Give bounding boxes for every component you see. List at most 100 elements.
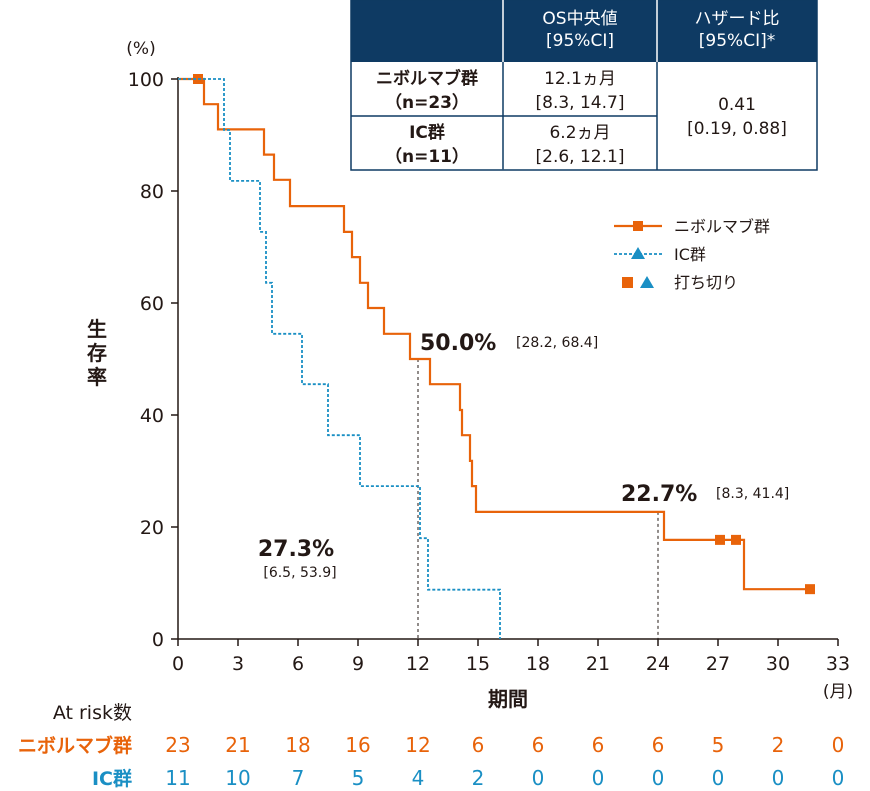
series-line xyxy=(178,77,810,591)
legend-label-nivolumab: ニボルマブ群 xyxy=(674,217,770,236)
x-tick-label: 6 xyxy=(292,653,304,675)
legend-marker-ic xyxy=(631,247,645,259)
x-tick-label: 33 xyxy=(826,653,850,675)
at-risk-count: 10 xyxy=(225,766,250,790)
at-risk-count: 7 xyxy=(292,766,305,790)
survival-curves xyxy=(178,74,815,639)
at-risk-count: 5 xyxy=(712,733,725,757)
at-risk-count: 5 xyxy=(352,766,365,790)
summary-table: OS中央値[95%CI] ハザード比[95%CI]* ニボルマブ群 （n=23） 12.… xyxy=(350,0,818,171)
table-hazard-ratio-line: [0.19, 0.88] xyxy=(687,119,787,139)
y-axis-title: 生存率 xyxy=(87,317,107,389)
at-risk-count: 0 xyxy=(772,766,785,790)
table-row-group-line: （n=23） xyxy=(385,92,469,113)
table-row-median: 6.2ヵ月 [2.6, 12.1] xyxy=(536,123,625,167)
legend-marker-nivolumab xyxy=(633,221,643,231)
table-header-median: OS中央値[95%CI] xyxy=(542,9,617,51)
at-risk-count: 0 xyxy=(712,766,725,790)
legend-censor-square xyxy=(622,277,633,288)
legend-label-censored: 打ち切り xyxy=(674,273,738,292)
x-tick-label: 21 xyxy=(586,653,610,675)
table-row-group-line: ニボルマブ群 xyxy=(376,68,478,89)
at-risk-count: 6 xyxy=(652,733,665,757)
x-tick-label: 15 xyxy=(466,653,490,675)
at-risk-count: 0 xyxy=(532,766,545,790)
table-hazard-ratio-line: 0.41 xyxy=(718,95,756,115)
censor-mark xyxy=(805,584,815,595)
at-risk-group-name: IC群 xyxy=(92,767,132,790)
table-row-median: 12.1ヵ月 [8.3, 14.7] xyxy=(536,69,625,113)
table-header-bg xyxy=(351,0,817,62)
plot-axes: 0 20 40 60 80 100 0 3 6 9 12 15 18 21 24 27 30 33 (%) (月) 生存… xyxy=(87,39,853,711)
table-border xyxy=(350,0,818,171)
table-row-median-line: 6.2ヵ月 xyxy=(549,123,610,143)
at-risk-count: 6 xyxy=(592,733,605,757)
x-tick-label: 0 xyxy=(172,653,184,675)
at-risk-count: 0 xyxy=(832,733,845,757)
table-row-group: ニボルマブ群 （n=23） xyxy=(376,68,478,113)
x-axis-title: 期間 xyxy=(488,687,528,711)
annotations: 50.0% [28.2, 68.4] 22.7% [8.3, 41.4] 27.3% [6… xyxy=(258,331,789,581)
table-header-median-line: [95%CI] xyxy=(546,31,614,51)
censor-mark xyxy=(715,534,725,545)
table-row-median-line: [2.6, 12.1] xyxy=(536,147,625,167)
y-tick-label: 40 xyxy=(140,405,164,427)
table-header-hr-line: [95%CI]* xyxy=(699,31,775,51)
x-tick-label: 9 xyxy=(352,653,364,675)
table-row-group-line: IC群 xyxy=(409,122,445,143)
table-row-median-line: [8.3, 14.7] xyxy=(536,93,625,113)
at-risk-count: 11 xyxy=(165,766,190,790)
x-tick-label: 18 xyxy=(526,653,550,675)
median-guides xyxy=(417,359,659,639)
table-header-hr-line: ハザード比 xyxy=(695,9,780,29)
at-risk-group-name: ニボルマブ群 xyxy=(18,734,132,757)
at-risk-count: 16 xyxy=(345,733,370,757)
table-header-median-line: OS中央値 xyxy=(542,9,617,29)
table-row-group: IC群 （n=11） xyxy=(385,122,469,167)
at-risk-count: 23 xyxy=(165,733,190,757)
at-risk-title: At risk数 xyxy=(53,702,132,724)
at-risk-count: 2 xyxy=(772,733,785,757)
at-risk-count: 0 xyxy=(652,766,665,790)
table-row-group-line: （n=11） xyxy=(385,146,469,167)
legend-censor-triangle xyxy=(640,276,654,288)
annotation-ci: [28.2, 68.4] xyxy=(516,335,598,351)
table-hazard-ratio: 0.41 [0.19, 0.88] xyxy=(687,95,787,139)
x-unit-label: (月) xyxy=(823,682,853,702)
y-axis-title-char: 存 xyxy=(87,341,107,365)
series-line xyxy=(178,78,501,639)
y-axis-title-char: 生 xyxy=(87,317,107,341)
table-row-median-line: 12.1ヵ月 xyxy=(544,69,616,89)
at-risk-count: 2 xyxy=(472,766,485,790)
table-header-hr: ハザード比[95%CI]* xyxy=(695,9,780,51)
at-risk-count: 6 xyxy=(532,733,545,757)
annotation-value: 22.7% xyxy=(621,482,697,507)
x-tick-label: 24 xyxy=(646,653,670,675)
at-risk-count: 18 xyxy=(285,733,310,757)
x-tick-label: 3 xyxy=(232,653,244,675)
annotation-ci: [6.5, 53.9] xyxy=(263,565,336,581)
y-tick-label: 80 xyxy=(140,181,164,203)
y-tick-label: 100 xyxy=(128,69,164,91)
censor-mark xyxy=(731,534,741,545)
y-tick-label: 20 xyxy=(140,517,164,539)
at-risk-count: 0 xyxy=(592,766,605,790)
annotation-value: 27.3% xyxy=(258,537,334,562)
x-tick-label: 27 xyxy=(706,653,730,675)
at-risk-count: 4 xyxy=(412,766,425,790)
at-risk-count: 21 xyxy=(225,733,250,757)
y-axis-title-char: 率 xyxy=(87,365,107,389)
at-risk-count: 12 xyxy=(405,733,430,757)
y-unit-label: (%) xyxy=(126,39,155,59)
y-tick-label: 60 xyxy=(140,293,164,315)
annotation-value: 50.0% xyxy=(420,331,496,356)
legend-label-ic: IC群 xyxy=(674,245,706,264)
x-tick-label: 12 xyxy=(406,653,430,675)
at-risk-count: 0 xyxy=(832,766,845,790)
y-tick-label: 0 xyxy=(152,629,164,651)
x-tick-label: 30 xyxy=(766,653,790,675)
at-risk-count: 6 xyxy=(472,733,485,757)
